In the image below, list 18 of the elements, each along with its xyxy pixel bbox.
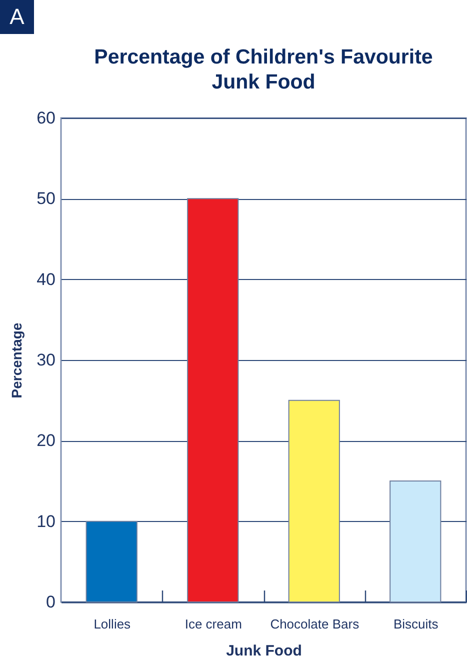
x-tick-label: Ice cream: [184, 616, 242, 632]
x-tick-label: Chocolate Bars: [270, 616, 360, 632]
x-axis-title: Junk Food: [226, 642, 302, 660]
x-tick-label: Biscuits: [393, 616, 439, 632]
x-tick-label: Lollies: [94, 616, 132, 632]
y-tick-label: 30: [36, 350, 56, 370]
y-tick-label: 40: [36, 270, 56, 289]
bar: [187, 198, 239, 602]
y-tick-label: 60: [36, 108, 56, 128]
y-tick-label: 0: [46, 592, 56, 612]
bar: [86, 520, 138, 602]
y-tick-label: 20: [36, 431, 56, 450]
bar: [288, 400, 340, 602]
chart-title: Percentage of Children's Favourite Junk Food: [94, 46, 433, 94]
y-axis-title: Percentage: [8, 322, 25, 398]
bar: [390, 480, 442, 602]
y-tick-label: 50: [36, 189, 56, 208]
y-tick-label: 10: [36, 512, 56, 531]
